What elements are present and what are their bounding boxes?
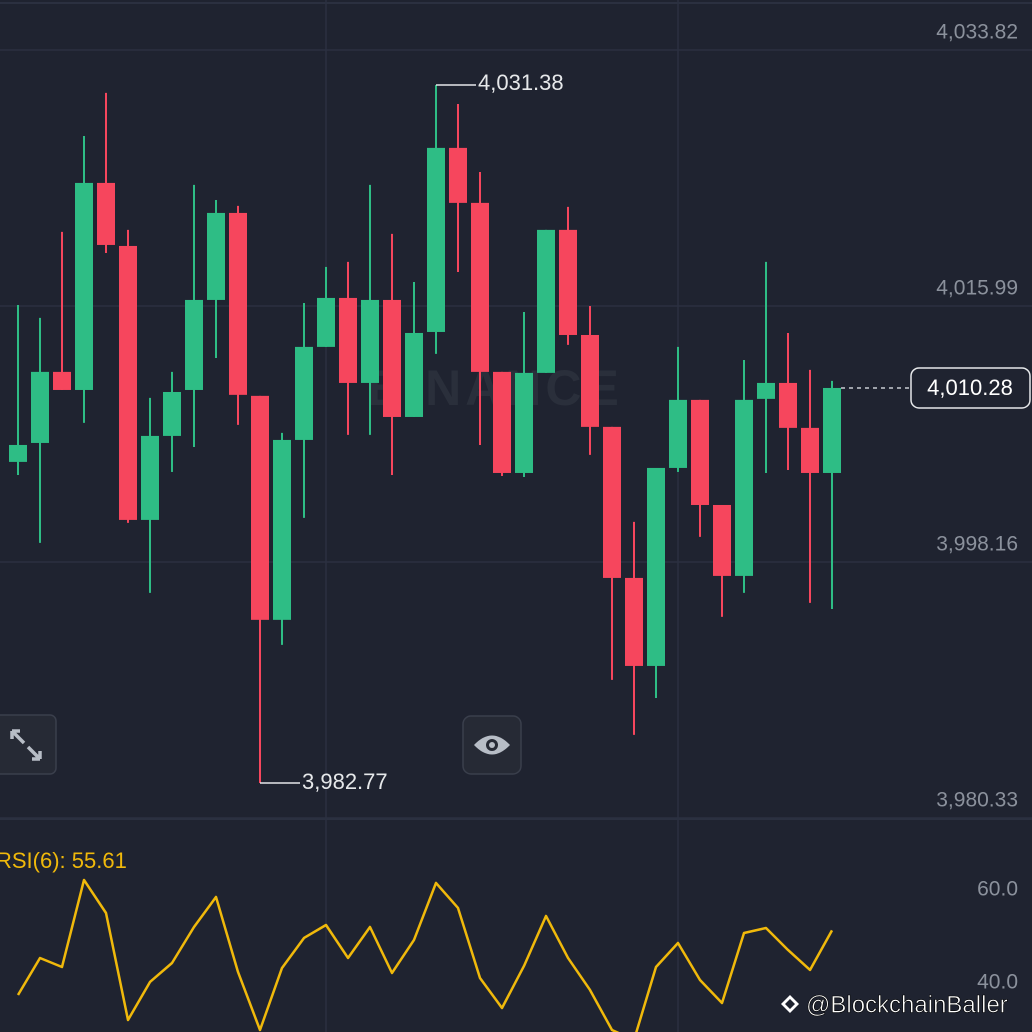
expand-button-box[interactable] xyxy=(0,714,57,775)
candle-body xyxy=(207,212,225,300)
candle-body xyxy=(647,467,665,666)
low-label: 3,982.77 xyxy=(302,769,388,794)
candle-body xyxy=(97,182,115,245)
candle-body xyxy=(559,229,577,335)
expand-button[interactable] xyxy=(0,714,57,775)
candle-body xyxy=(427,147,445,332)
candle-body xyxy=(163,391,181,436)
candle-body xyxy=(779,382,797,428)
y-tick-label: 3,980.33 xyxy=(936,789,1018,812)
candle-body xyxy=(317,297,335,347)
candle-body xyxy=(515,372,533,473)
credit: @BlockchainBaller xyxy=(781,991,1008,1019)
candle-body xyxy=(119,245,137,520)
y-tick-label: 4,015.99 xyxy=(936,277,1018,300)
eye-pupil-dot xyxy=(489,742,495,748)
high-label: 4,031.38 xyxy=(478,70,564,95)
candle-body xyxy=(823,387,841,473)
rsi-label: RSI(6): 55.61 xyxy=(0,848,127,873)
candle-body xyxy=(625,577,643,666)
candle-body xyxy=(691,399,709,505)
candle-body xyxy=(9,444,27,462)
candle-body xyxy=(339,297,357,383)
credit-icon xyxy=(781,995,799,1013)
candle-body xyxy=(361,299,379,383)
candle-body xyxy=(493,371,511,473)
candle-body xyxy=(53,371,71,390)
candle-body xyxy=(229,212,247,395)
candle-body xyxy=(185,299,203,390)
candle-body xyxy=(757,382,775,399)
candle-body xyxy=(581,334,599,427)
expand-icon xyxy=(10,729,42,761)
candle-body xyxy=(713,504,731,576)
y-tick-label: 3,998.16 xyxy=(936,533,1018,556)
last-price-box xyxy=(910,367,1031,409)
candle-body xyxy=(471,202,489,372)
candle-body xyxy=(801,427,819,473)
candle-body xyxy=(603,426,621,578)
eye-button[interactable] xyxy=(462,715,522,775)
candle-body xyxy=(383,299,401,417)
candle-body xyxy=(449,147,467,203)
y-tick-label: 60.0 xyxy=(977,878,1018,901)
y-tick-label: 4,033.82 xyxy=(936,21,1018,44)
candle-body xyxy=(295,346,313,440)
y-tick-label: 40.0 xyxy=(977,971,1018,994)
candle-body xyxy=(735,399,753,576)
rsi-line xyxy=(16,878,834,1032)
candle-body xyxy=(669,399,687,468)
candle-body xyxy=(141,435,159,520)
candle-body xyxy=(75,182,93,390)
last-price-label: 4,010.28 xyxy=(927,375,1013,400)
credit-text: @BlockchainBaller xyxy=(806,991,1008,1018)
candle-body xyxy=(405,332,423,417)
candle-body xyxy=(537,229,555,373)
candle-body xyxy=(251,395,269,620)
candle-body xyxy=(273,439,291,620)
candle-body xyxy=(31,371,49,443)
